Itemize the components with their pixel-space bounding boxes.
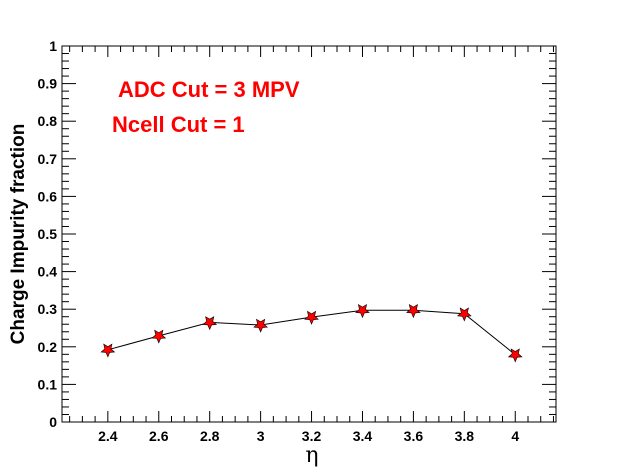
data-point	[456, 307, 472, 322]
x-tick-labels: 2.4 2.6 2.8 3 3.2 3.4 3.6 3.8 4	[98, 428, 519, 444]
y-tick-label: 1	[49, 38, 57, 54]
x-tick-label: 3.4	[353, 428, 373, 444]
series-markers	[100, 304, 523, 363]
x-tick-label: 3.8	[455, 428, 475, 444]
annotation-ncell-cut: Ncell Cut = 1	[112, 112, 245, 137]
y-tick-label: 0.4	[38, 264, 58, 280]
y-tick-label: 0.6	[38, 188, 58, 204]
major-ticks	[62, 45, 556, 423]
y-tick-labels: 0 0.1 0.2 0.3 0.4 0.5 0.6 0.7 0.8 0.9 1	[38, 38, 58, 430]
y-tick-label: 0	[49, 414, 57, 430]
x-tick-label: 2.4	[98, 428, 118, 444]
y-tick-label: 0.7	[38, 151, 58, 167]
x-axis-title: η	[305, 443, 318, 468]
x-tick-label: 3	[257, 428, 265, 444]
data-point	[151, 329, 167, 344]
data-point	[406, 304, 421, 319]
y-tick-label: 0.5	[38, 226, 58, 242]
y-tick-label: 0.1	[38, 376, 58, 392]
data-point	[100, 343, 116, 358]
x-tick-label: 2.8	[200, 428, 220, 444]
minor-ticks	[62, 46, 556, 422]
y-axis-title: Charge Impurity fraction	[8, 124, 29, 345]
data-point	[507, 348, 523, 363]
y-tick-label: 0.9	[38, 76, 58, 92]
data-point	[304, 310, 319, 325]
y-tick-label: 0.3	[38, 301, 58, 317]
y-tick-label: 0.8	[38, 113, 58, 129]
x-tick-label: 3.2	[302, 428, 322, 444]
x-tick-label: 2.6	[149, 428, 169, 444]
data-point	[253, 318, 269, 333]
plot-frame	[61, 45, 557, 423]
y-tick-label: 0.2	[38, 339, 58, 355]
annotation-adc-cut: ADC Cut = 3 MPV	[118, 77, 300, 102]
data-point	[202, 316, 218, 331]
x-tick-label: 3.6	[404, 428, 424, 444]
x-tick-label: 4	[511, 428, 519, 444]
data-point	[355, 304, 370, 319]
